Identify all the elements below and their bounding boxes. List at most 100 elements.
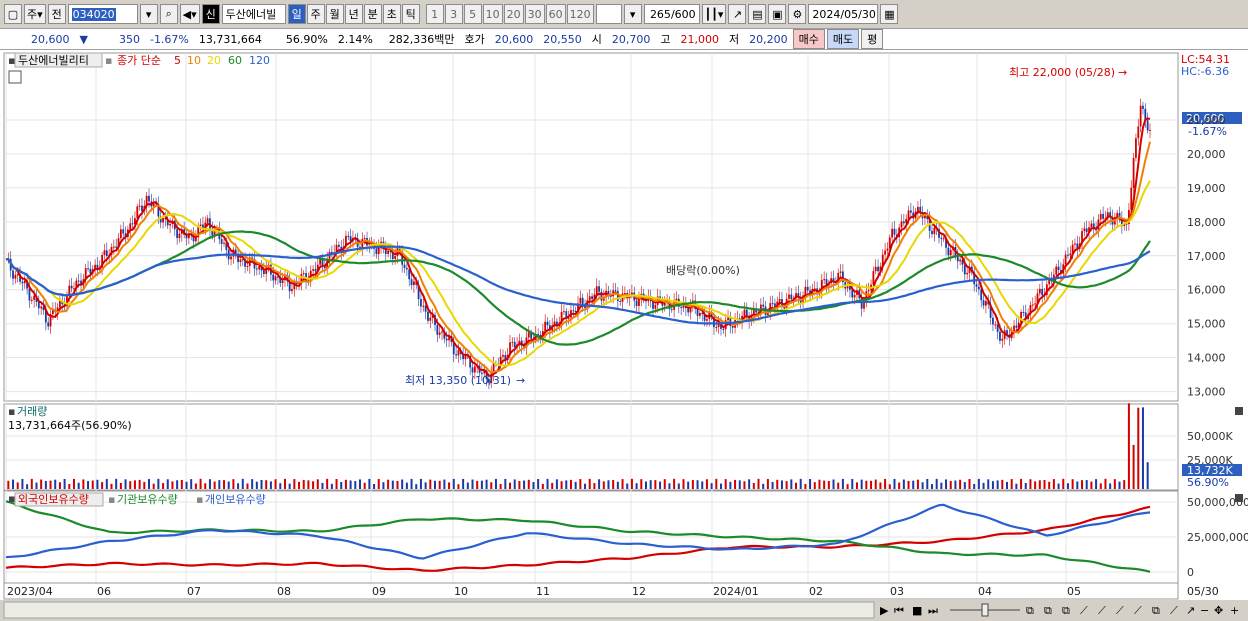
- volume-bar: [696, 480, 699, 489]
- volume-bar: [1006, 481, 1008, 489]
- window-icon[interactable]: ▢: [4, 4, 22, 24]
- volume-bar: [1062, 478, 1065, 489]
- interval-button-120[interactable]: 120: [566, 4, 594, 24]
- prev-button[interactable]: 전: [47, 4, 66, 24]
- gear-icon[interactable]: ⚙: [788, 4, 807, 24]
- zoom-in-icon[interactable]: ↗: [1186, 604, 1195, 617]
- custom-interval-input[interactable]: [595, 4, 622, 24]
- interval-button-1[interactable]: 1: [425, 4, 444, 24]
- last-page-icon[interactable]: ⏭: [928, 604, 938, 617]
- speaker-icon[interactable]: ◀▾: [179, 4, 200, 24]
- interval-button-20[interactable]: 20: [503, 4, 524, 24]
- move-icon[interactable]: ✥: [1214, 604, 1223, 617]
- horizontal-scrollbar[interactable]: [3, 601, 875, 619]
- grid-toggle-icon[interactable]: [8, 70, 22, 84]
- volume-bar: [1034, 481, 1037, 489]
- calendar-icon[interactable]: ▦: [880, 4, 899, 24]
- save-icon[interactable]: ▣: [768, 4, 787, 24]
- candle-body: [877, 266, 879, 272]
- candle-body: [999, 331, 1001, 341]
- chart-area[interactable]: ▪ 두산에너빌리티 ▪ 종가 단순 5 10 20 60 120 LC:54.3…: [0, 50, 1248, 621]
- stock-name-field[interactable]: 두산에너빌: [221, 4, 286, 24]
- tool-icon-7[interactable]: ⟋: [1134, 604, 1142, 617]
- volume-bar: [288, 483, 291, 489]
- candle-body: [905, 218, 908, 224]
- volume-bar: [565, 480, 568, 489]
- search-icon[interactable]: ⌕: [159, 4, 178, 24]
- volume-bar: [410, 478, 413, 489]
- interval-dropdown-icon[interactable]: ▾: [623, 4, 642, 24]
- interval-button-10[interactable]: 10: [482, 4, 503, 24]
- candle-body: [199, 224, 202, 227]
- candle-icon[interactable]: ┃┃▾: [701, 4, 727, 24]
- market-type-select[interactable]: 주 ▾: [24, 4, 46, 24]
- candle-body: [546, 321, 549, 326]
- interval-button-30[interactable]: 30: [524, 4, 545, 24]
- stock-chart-svg[interactable]: ▪ 두산에너빌리티 ▪ 종가 단순 5 10 20 60 120 LC:54.3…: [0, 50, 1248, 621]
- period-button-1[interactable]: 주: [306, 4, 325, 24]
- code-dropdown-icon[interactable]: ▾: [139, 4, 158, 24]
- period-button-2[interactable]: 월: [325, 4, 344, 24]
- scroll-right-icon[interactable]: ▶: [880, 604, 889, 617]
- interval-button-3[interactable]: 3: [444, 4, 463, 24]
- count-input[interactable]: 265/600: [643, 4, 700, 24]
- tool-icon-2[interactable]: ⧉: [1044, 604, 1052, 617]
- tool-icon-4[interactable]: ⟋: [1080, 604, 1088, 617]
- volume-bar: [579, 479, 582, 489]
- period-button-5[interactable]: 초: [382, 4, 401, 24]
- volume-bar: [251, 479, 254, 489]
- interval-button-5[interactable]: 5: [463, 4, 482, 24]
- holdings-close-icon[interactable]: [1235, 494, 1243, 502]
- volume-bar: [171, 481, 174, 489]
- candle-body: [499, 356, 502, 365]
- volume-bar: [208, 479, 211, 489]
- zoom-slider-thumb[interactable]: [981, 603, 989, 617]
- eval-button[interactable]: 평: [861, 29, 884, 49]
- volume-bar: [54, 479, 57, 489]
- tool-icon-3[interactable]: ⧉: [1062, 604, 1070, 617]
- period-button-0[interactable]: 일: [287, 4, 306, 24]
- candle-body: [851, 289, 854, 298]
- minus-icon[interactable]: −: [1200, 604, 1209, 617]
- candle-body: [1113, 219, 1116, 225]
- tool-icon-1[interactable]: ⧉: [1026, 604, 1034, 617]
- tool-icon-8[interactable]: ⧉: [1152, 604, 1160, 617]
- period-button-6[interactable]: 틱: [401, 4, 420, 24]
- candle-body: [982, 300, 985, 306]
- volume-bar: [494, 478, 497, 489]
- interval-button-60[interactable]: 60: [545, 4, 566, 24]
- volume-bar: [471, 479, 474, 489]
- volume-bar: [269, 481, 272, 489]
- period-button-4[interactable]: 분: [363, 4, 382, 24]
- volume-bar: [129, 481, 132, 489]
- candle-body: [274, 276, 277, 281]
- volume-bar: [513, 479, 516, 489]
- volume-bar: [865, 480, 868, 489]
- plus-icon[interactable]: +: [1230, 604, 1239, 617]
- code-input[interactable]: 034020: [67, 4, 138, 24]
- volume-bar: [119, 482, 122, 489]
- volume-bar: [527, 479, 530, 489]
- candle-body: [874, 266, 877, 272]
- candle-body: [488, 379, 490, 383]
- candle-body: [985, 301, 987, 306]
- buy-button[interactable]: 매수: [792, 29, 825, 49]
- date-input[interactable]: 2024/05/30: [808, 4, 879, 24]
- volume-bar: [874, 479, 877, 489]
- volume-bar: [987, 479, 990, 489]
- print-icon[interactable]: ▤: [748, 4, 767, 24]
- candle-body: [574, 310, 577, 313]
- volume-bar: [1104, 478, 1107, 489]
- period-button-3[interactable]: 년: [344, 4, 363, 24]
- volume-close-icon[interactable]: [1235, 407, 1243, 415]
- drawing-icon[interactable]: ↗: [728, 4, 747, 24]
- stop-icon[interactable]: ■: [912, 604, 922, 617]
- x-axis: 2023/04 06 07 08 09 10 11 12 2024/01 02 03 04 05 05/3…: [3, 582, 1219, 600]
- first-page-icon[interactable]: ⏮: [894, 604, 904, 617]
- volume-bar: [827, 480, 830, 489]
- tool-icon-6[interactable]: ⟋: [1116, 604, 1124, 617]
- price-tick: 13,000: [1187, 386, 1226, 399]
- sell-button[interactable]: 매도: [826, 29, 860, 49]
- tool-icon-9[interactable]: ⟋: [1170, 604, 1178, 617]
- tool-icon-5[interactable]: ⟋: [1098, 604, 1106, 617]
